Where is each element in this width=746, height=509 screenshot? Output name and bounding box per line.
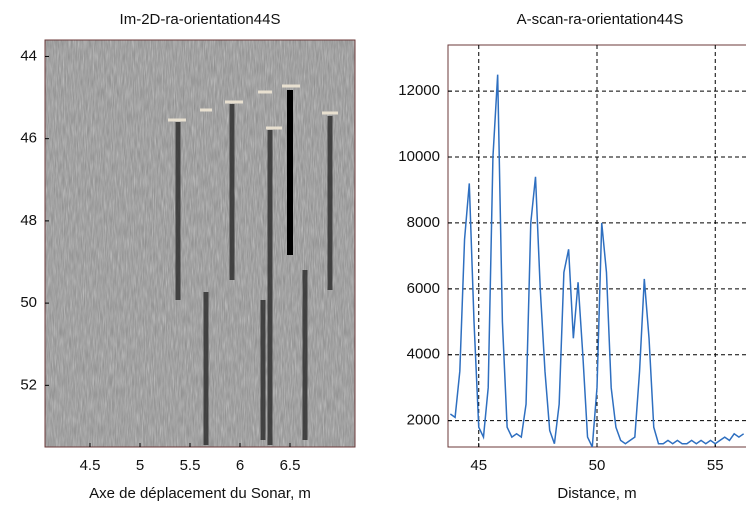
y-tick-label: 48 [20, 212, 37, 229]
x-tick-label: 5 [136, 457, 144, 474]
y-tick-label: 44 [20, 47, 37, 64]
x-tick-label: 4.5 [80, 457, 101, 474]
x-axis-label: Axe de déplacement du Sonar, m [89, 485, 311, 502]
y-tick-label: 6000 [407, 280, 440, 297]
y-tick-label: 46 [20, 130, 37, 147]
y-tick-label: 2000 [407, 412, 440, 429]
chart-title: A-scan-ra-orientation44S [517, 11, 684, 28]
sonar-image [44, 39, 356, 448]
y-tick-label: 12000 [398, 82, 440, 99]
x-tick-label: 5.5 [180, 457, 201, 474]
x-tick-label: 50 [589, 457, 606, 474]
data-line [449, 74, 745, 447]
chart-title: Im-2D-ra-orientation44S [120, 11, 281, 28]
y-tick-label: 10000 [398, 148, 440, 165]
y-tick-label: 52 [20, 376, 37, 393]
x-tick-label: 55 [707, 457, 724, 474]
y-tick-label: 8000 [407, 214, 440, 231]
image-echoes [175, 104, 333, 445]
x-tick-label: 6.5 [280, 457, 301, 474]
y-tick-label: 50 [20, 294, 37, 311]
image-noise [45, 40, 355, 447]
image-highlights [168, 84, 338, 130]
y-tick-label: 4000 [407, 346, 440, 363]
image-frame [44, 39, 356, 448]
x-tick-label: 45 [470, 457, 487, 474]
x-axis-label: Distance, m [557, 485, 636, 502]
x-tick-label: 6 [236, 457, 244, 474]
